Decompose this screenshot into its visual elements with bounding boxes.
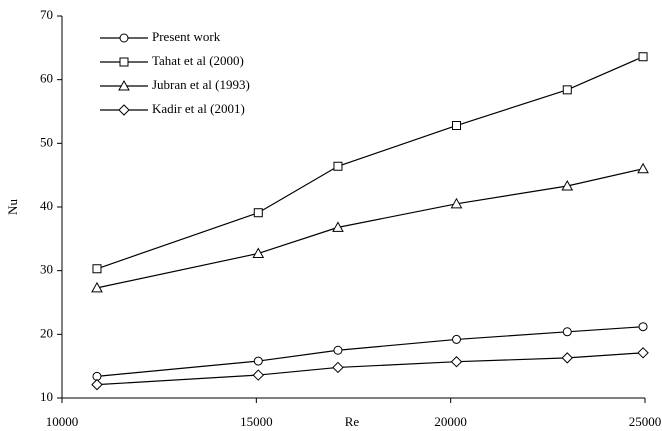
x-tick-label: 15000 [240, 414, 273, 429]
y-tick-label: 10 [40, 389, 53, 404]
legend-marker [118, 104, 130, 116]
legend-label: Tahat et al (2000) [152, 53, 244, 68]
marker [638, 322, 648, 332]
series-line [96, 168, 644, 289]
x-tick-label: 25000 [629, 414, 662, 429]
legend-label: Jubran et al (1993) [152, 77, 250, 92]
marker [450, 197, 463, 209]
x-tick-label: 20000 [434, 414, 467, 429]
legend-marker [119, 57, 129, 67]
marker [91, 378, 103, 391]
marker [637, 162, 649, 174]
marker [451, 334, 461, 344]
series-line [96, 352, 644, 386]
marker [332, 361, 344, 374]
marker [450, 356, 463, 368]
marker [91, 281, 103, 293]
y-tick-label: 40 [40, 198, 53, 213]
marker [252, 369, 264, 381]
marker [561, 179, 574, 191]
marker [253, 208, 263, 218]
series-line [96, 56, 644, 270]
y-tick-label: 70 [40, 7, 53, 22]
marker [451, 121, 461, 131]
y-tick-label: 20 [40, 325, 53, 340]
marker [333, 161, 343, 171]
marker [562, 85, 572, 95]
marker [92, 264, 102, 274]
y-tick-label: 60 [40, 71, 53, 86]
x-tick-label: 10000 [46, 414, 79, 429]
marker [332, 221, 344, 232]
x-axis-label: Re [345, 414, 360, 429]
y-tick-label: 30 [40, 262, 53, 277]
legend-label: Kadir et al (2001) [152, 101, 245, 116]
legend-marker [119, 33, 129, 43]
marker [253, 356, 263, 366]
marker [333, 345, 343, 355]
marker [561, 352, 573, 364]
y-axis-label: Nu [5, 199, 20, 215]
y-tick-label: 50 [40, 134, 53, 149]
series-line [96, 326, 644, 377]
marker [637, 347, 649, 359]
marker [252, 247, 265, 258]
legend-label: Present work [152, 29, 221, 44]
legend-marker [118, 79, 130, 91]
marker [562, 327, 572, 337]
marker [638, 52, 648, 62]
